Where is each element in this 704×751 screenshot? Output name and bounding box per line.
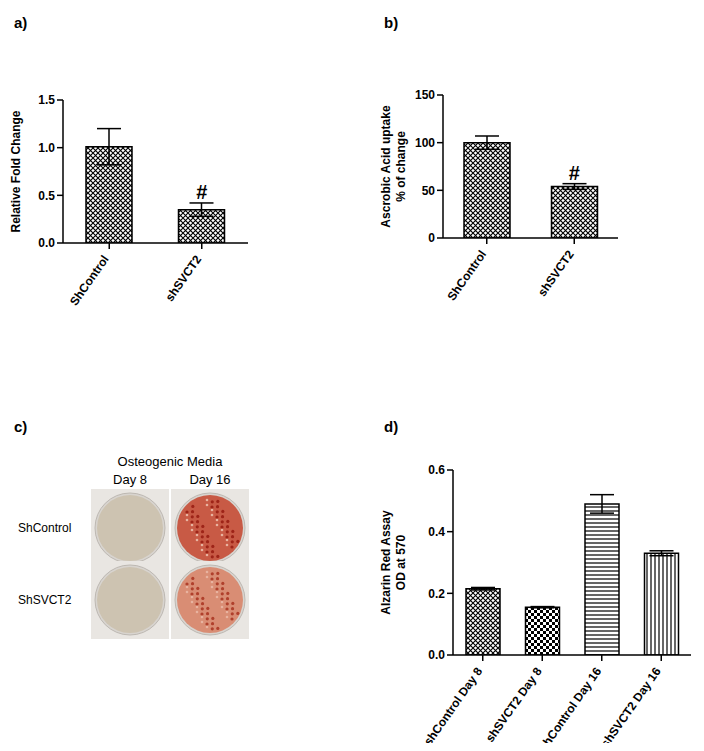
svg-text:Relative Fold Change: Relative Fold Change (9, 110, 23, 232)
svg-text:#: # (569, 162, 580, 184)
svg-text:ShControl: ShControl (67, 253, 112, 309)
svg-text:#: # (196, 181, 207, 203)
svg-text:1.5: 1.5 (38, 93, 55, 107)
svg-text:0.4: 0.4 (428, 525, 445, 539)
svg-text:ShControl: ShControl (18, 521, 71, 535)
svg-text:shSVCT2: shSVCT2 (163, 252, 205, 303)
svg-text:Osteogenic Media: Osteogenic Media (118, 454, 224, 469)
svg-text:Day 8: Day 8 (113, 472, 147, 487)
svg-text:0.5: 0.5 (38, 189, 55, 203)
html-text:b): b) (384, 14, 399, 31)
svg-text:50: 50 (422, 184, 436, 198)
svg-text:Alzarin Red AssayOD at 570: Alzarin Red AssayOD at 570 (379, 510, 408, 615)
svg-text:0.2: 0.2 (428, 587, 445, 601)
svg-text:0: 0 (428, 231, 435, 245)
html-text:c): c) (14, 418, 28, 435)
svg-text:0.0: 0.0 (428, 648, 445, 662)
svg-text:shSVCT2 Day 16: shSVCT2 Day 16 (598, 664, 664, 743)
svg-text:100: 100 (415, 136, 435, 150)
svg-text:shSVCT2: shSVCT2 (535, 247, 577, 298)
html-text:d): d) (384, 418, 399, 435)
svg-text:shSVCT2 Day 8: shSVCT2 Day 8 (483, 664, 545, 743)
svg-text:shControl Day 8: shControl Day 8 (421, 664, 485, 743)
svg-text:ShControl: ShControl (444, 248, 489, 304)
svg-text:Ascrobic Acid uptake% of chang: Ascrobic Acid uptake% of change (379, 105, 408, 228)
svg-text:Day 16: Day 16 (189, 472, 230, 487)
svg-text:150: 150 (415, 88, 435, 102)
html-text:a): a) (14, 14, 28, 31)
svg-text:shControl Day 16: shControl Day 16 (536, 664, 604, 743)
svg-text:0.0: 0.0 (38, 236, 55, 250)
svg-text:1.0: 1.0 (38, 141, 55, 155)
svg-text:0.6: 0.6 (428, 463, 445, 477)
svg-text:ShSVCT2: ShSVCT2 (18, 593, 72, 607)
